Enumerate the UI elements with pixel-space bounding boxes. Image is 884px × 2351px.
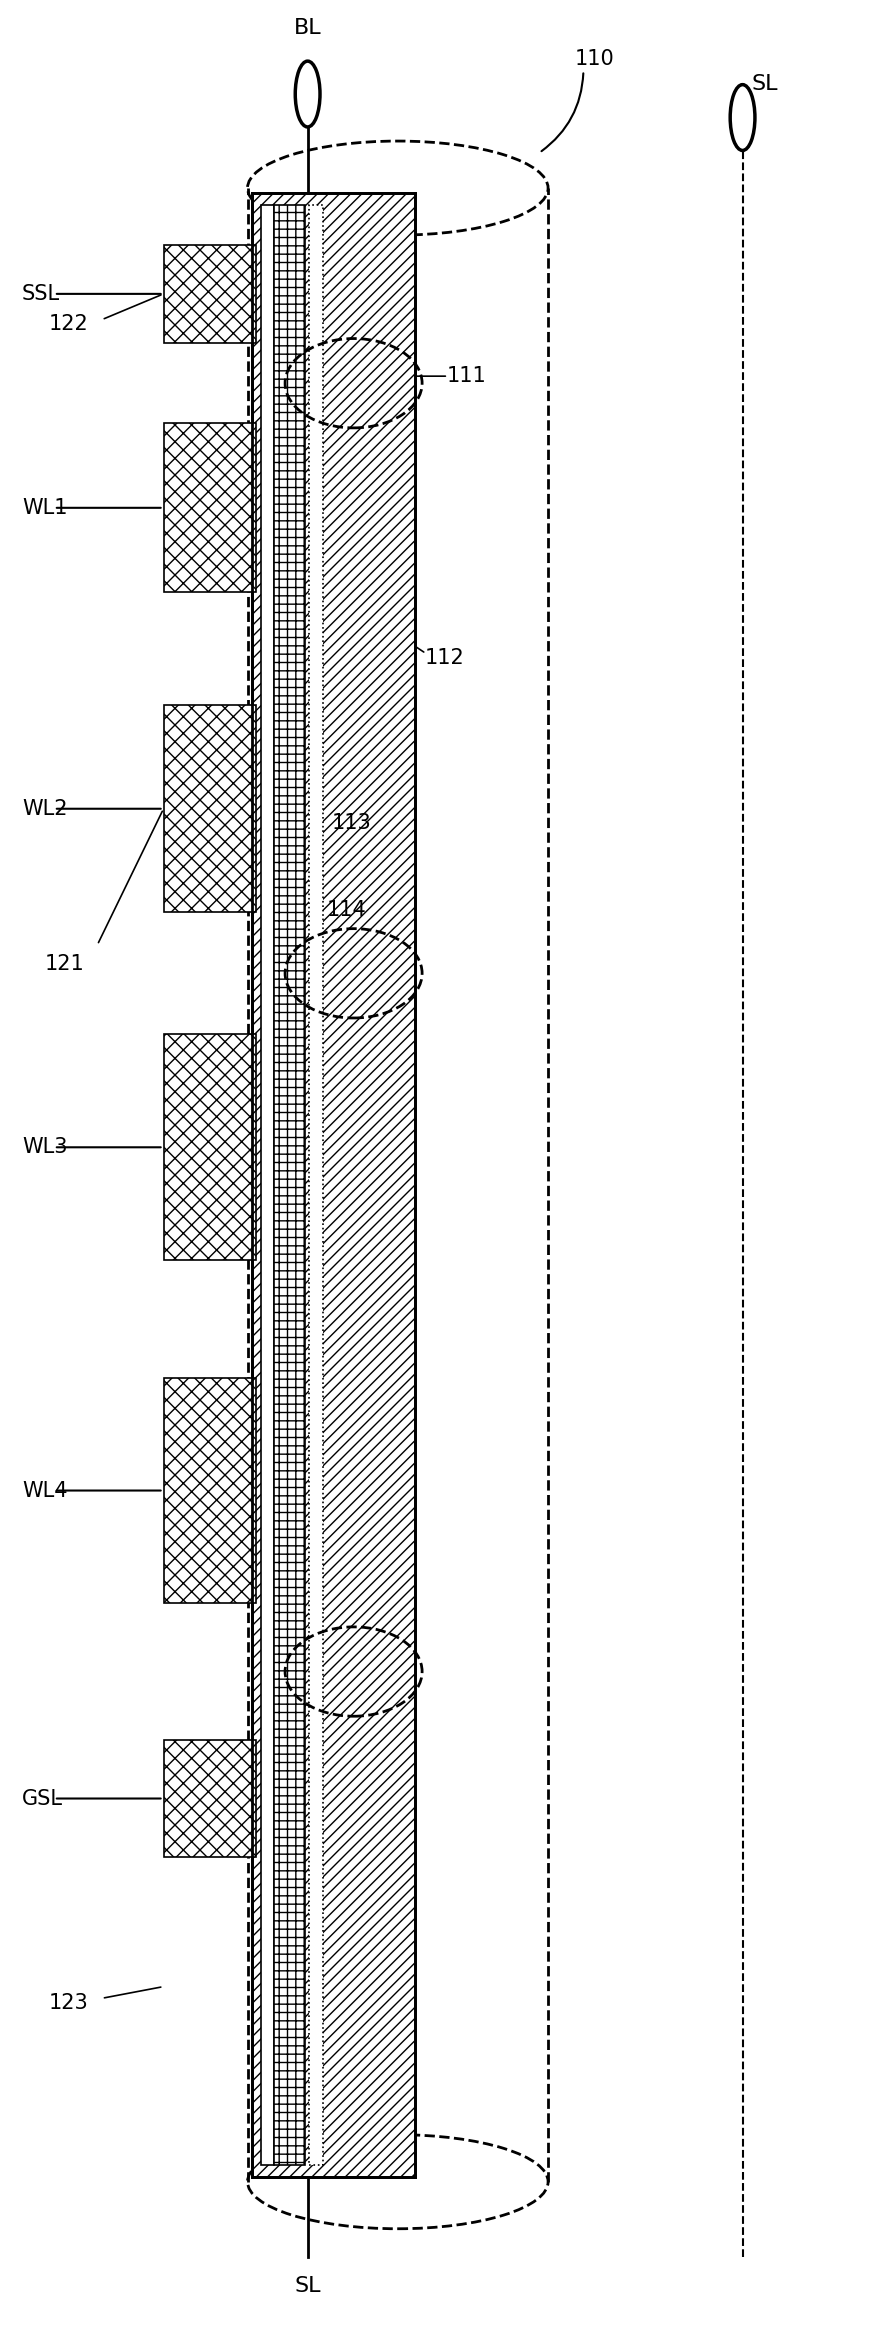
Bar: [164, 1740, 256, 1857]
Text: SL: SL: [294, 2276, 321, 2297]
Text: 111: 111: [446, 367, 486, 386]
Bar: [252, 193, 415, 2177]
Bar: [164, 423, 256, 592]
Bar: [274, 205, 305, 2165]
Bar: [164, 705, 256, 912]
Text: WL3: WL3: [22, 1138, 67, 1157]
Bar: [309, 205, 323, 2165]
Text: 113: 113: [332, 813, 371, 832]
Bar: [261, 205, 274, 2165]
Text: SL: SL: [751, 73, 778, 94]
Text: WL1: WL1: [22, 498, 67, 517]
Text: GSL: GSL: [22, 1789, 63, 1808]
Text: WL4: WL4: [22, 1481, 67, 1500]
Text: SSL: SSL: [22, 284, 60, 303]
Text: 122: 122: [49, 315, 88, 334]
Text: 110: 110: [575, 49, 614, 68]
Text: WL2: WL2: [22, 799, 67, 818]
Text: 112: 112: [424, 649, 464, 668]
Text: 114: 114: [327, 900, 367, 919]
Bar: [164, 1034, 256, 1260]
Bar: [164, 1378, 256, 1603]
Text: 123: 123: [49, 1994, 88, 2012]
Text: BL: BL: [293, 16, 322, 38]
Bar: [164, 245, 256, 343]
Text: 121: 121: [44, 955, 84, 973]
